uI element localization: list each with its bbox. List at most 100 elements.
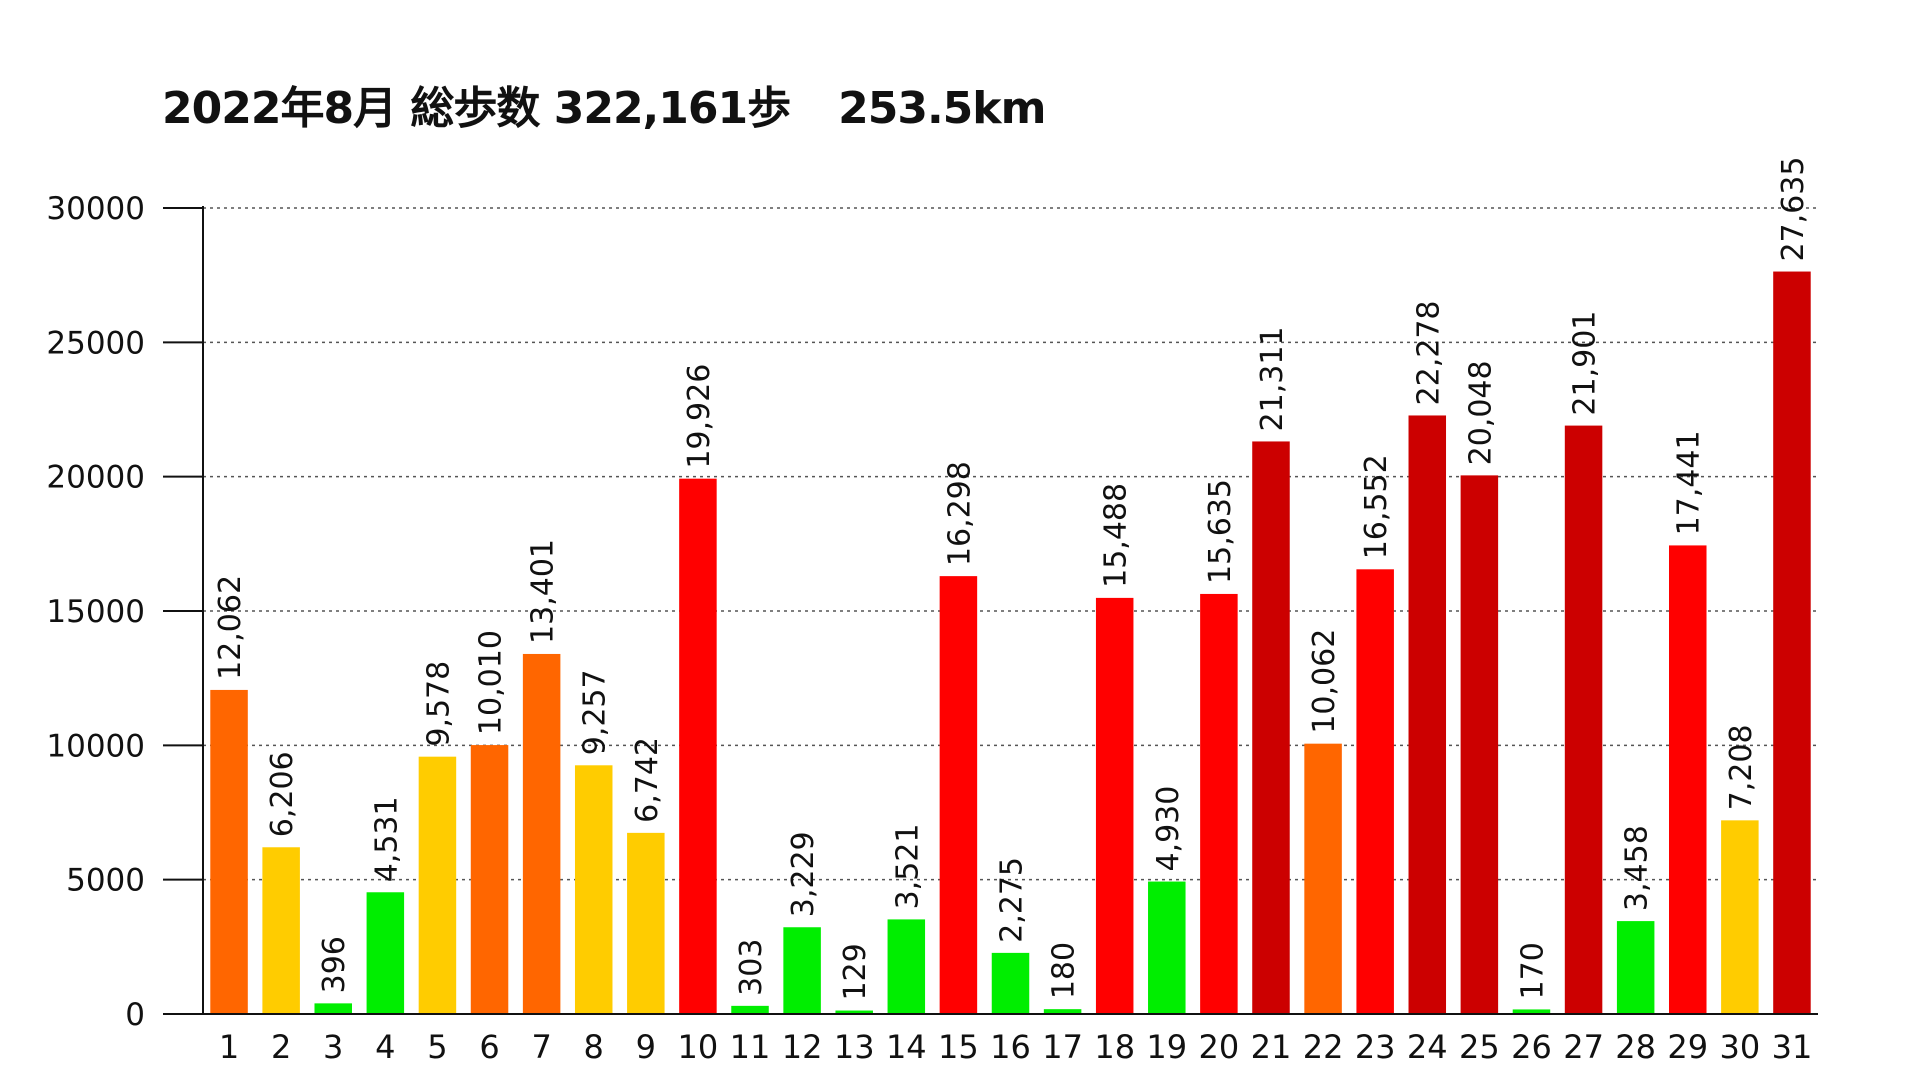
y-tick-label: 25000 — [46, 325, 145, 361]
x-tick-label: 4 — [375, 1028, 395, 1066]
gridlines — [203, 207, 1818, 881]
data-label: 3,229 — [786, 831, 821, 917]
bar — [522, 653, 561, 1014]
bar — [1616, 921, 1655, 1014]
x-tick-label: 16 — [990, 1028, 1031, 1066]
data-label: 20,048 — [1463, 360, 1498, 465]
y-tick-label: 5000 — [66, 863, 145, 899]
x-tick-label: 19 — [1146, 1028, 1187, 1066]
x-tick-label: 30 — [1719, 1028, 1760, 1066]
bar — [1408, 415, 1447, 1015]
bar — [1721, 820, 1759, 1014]
x-tick-label: 31 — [1772, 1028, 1813, 1066]
data-label: 17,441 — [1672, 430, 1707, 535]
bar — [887, 919, 926, 1014]
x-tick-label: 23 — [1355, 1028, 1396, 1066]
bar — [1252, 441, 1290, 1014]
x-tick-label: 3 — [323, 1028, 343, 1066]
bar — [418, 756, 457, 1014]
bar — [1304, 743, 1342, 1014]
x-tick-label: 5 — [427, 1028, 447, 1066]
data-label: 3,521 — [890, 824, 925, 910]
bar — [210, 689, 248, 1014]
bar — [1148, 881, 1186, 1014]
x-tick-label: 13 — [834, 1028, 875, 1066]
x-tick-label: 2 — [271, 1028, 291, 1066]
data-label: 12,062 — [213, 575, 248, 680]
bar — [1669, 545, 1707, 1014]
x-tick-label: 12 — [782, 1028, 823, 1066]
data-label: 6,206 — [265, 751, 300, 837]
x-tick-label: 11 — [730, 1028, 771, 1066]
data-label: 9,257 — [578, 669, 613, 755]
bar — [627, 832, 665, 1014]
x-tick-label: 20 — [1199, 1028, 1240, 1066]
data-label: 21,901 — [1568, 311, 1603, 416]
x-tick-label: 8 — [584, 1028, 604, 1066]
x-tick-label: 15 — [938, 1028, 979, 1066]
bar — [314, 1003, 352, 1014]
data-label: 13,401 — [526, 539, 561, 644]
data-label: 10,010 — [474, 630, 509, 735]
chart-title-distance: 253.5km — [838, 83, 1046, 134]
data-label: 2,275 — [995, 857, 1030, 943]
chart-title-main: 2022年8月 総歩数 322,161歩 — [162, 83, 791, 134]
data-labels: 12,062 6,206 396 4,531 9,578 10,010 13,401 9,25… — [213, 157, 1811, 1001]
x-tick-label: 6 — [479, 1028, 499, 1066]
data-label: 4,531 — [369, 796, 404, 882]
x-tick-label: 9 — [636, 1028, 656, 1066]
data-label: 170 — [1515, 942, 1550, 999]
bar — [1043, 1009, 1082, 1014]
x-tick-label: 29 — [1667, 1028, 1708, 1066]
data-label: 16,298 — [942, 461, 977, 566]
data-label: 9,578 — [421, 661, 456, 747]
x-tick-label: 28 — [1615, 1028, 1656, 1066]
bar — [939, 576, 978, 1014]
bar — [991, 952, 1030, 1014]
x-tick-label: 7 — [531, 1028, 551, 1066]
data-label: 27,635 — [1776, 157, 1811, 262]
chart-title: 2022年8月 総歩数 322,161歩 253.5km — [162, 72, 1046, 136]
y-tick-label: 20000 — [46, 460, 145, 496]
x-tick-label: 1 — [219, 1028, 239, 1066]
y-tick-label: 30000 — [46, 191, 145, 227]
bar — [1095, 597, 1134, 1014]
data-label: 180 — [1047, 942, 1082, 999]
data-label: 129 — [838, 943, 873, 1000]
bar — [731, 1005, 769, 1014]
bar — [366, 892, 405, 1014]
bar — [262, 847, 300, 1014]
bar — [1512, 1009, 1551, 1014]
y-tick-label: 0 — [125, 997, 145, 1033]
bar — [574, 765, 613, 1014]
x-tick-label: 25 — [1459, 1028, 1500, 1066]
data-label: 15,488 — [1099, 483, 1134, 588]
x-tick-label: 22 — [1303, 1028, 1344, 1066]
bar — [1200, 593, 1238, 1014]
bar — [679, 478, 717, 1014]
bar — [1564, 425, 1603, 1014]
y-tick-label: 10000 — [46, 728, 145, 764]
data-label: 21,311 — [1255, 326, 1290, 431]
data-label: 4,930 — [1151, 786, 1186, 872]
data-label: 22,278 — [1411, 300, 1446, 405]
x-tick-label: 18 — [1094, 1028, 1135, 1066]
x-tick-label: 17 — [1042, 1028, 1083, 1066]
data-label: 16,552 — [1359, 454, 1394, 559]
x-tick-label: 10 — [678, 1028, 719, 1066]
x-tick-label: 24 — [1407, 1028, 1448, 1066]
data-label: 303 — [734, 939, 769, 996]
data-label: 19,926 — [682, 364, 717, 469]
bar — [835, 1010, 873, 1014]
data-label: 15,635 — [1203, 479, 1238, 584]
bar — [1773, 271, 1811, 1014]
x-tick-label: 27 — [1563, 1028, 1604, 1066]
data-label: 10,062 — [1307, 629, 1342, 734]
bar — [470, 745, 509, 1014]
bar — [1460, 475, 1499, 1014]
data-label: 6,742 — [630, 737, 665, 823]
data-label: 7,208 — [1724, 724, 1759, 810]
data-label: 396 — [317, 936, 352, 993]
